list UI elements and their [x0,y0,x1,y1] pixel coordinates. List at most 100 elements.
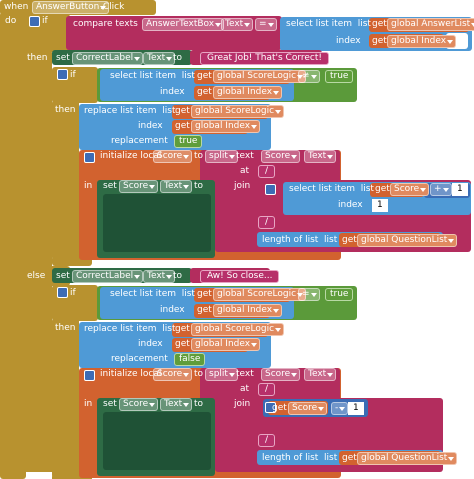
dropdown-field[interactable]: Text [160,398,193,411]
mutator-icon[interactable] [265,184,276,195]
dropdown-field[interactable]: CorrectLabel [72,270,144,283]
dropdown-field[interactable]: split [205,150,238,163]
block-label: get [197,87,212,97]
mutator-icon[interactable] [84,152,95,163]
block-label: set [56,53,70,63]
block-shape [52,100,79,260]
dropdown-field[interactable]: Text [304,368,337,381]
block-label: to [194,181,204,191]
block-label: Great Job! That's Correct! [200,52,329,65]
dropdown-field[interactable]: = [255,18,277,31]
dropdown-field[interactable]: global QuestionList [357,452,458,465]
dropdown-field[interactable]: Score [153,150,193,163]
block-shape [66,16,282,50]
block-label: text [236,369,254,379]
block-label: get [197,71,212,81]
dropdown-field[interactable]: ≠ [298,70,320,83]
block-label: to [194,369,204,379]
block-label: get [372,36,387,46]
dropdown-field[interactable]: global Index [191,338,261,351]
block-label: set [103,399,117,409]
block-label: to [173,271,183,281]
dropdown-field[interactable]: AnswerButton [32,1,110,14]
block-label: else [27,271,46,281]
dropdown-field[interactable]: global AnswerList [387,18,474,31]
dropdown-field[interactable]: Score [390,183,430,196]
block-label: get [342,235,357,245]
block-label: to [173,53,183,63]
mutator-icon[interactable] [57,287,68,298]
block-label: true [325,288,354,301]
dropdown-field[interactable]: - [331,402,349,415]
dropdown-field[interactable]: Score [119,180,159,193]
dropdown-field[interactable]: Text [304,150,337,163]
block-shape [52,474,92,479]
dropdown-field[interactable]: global Index [213,86,283,99]
dropdown-field[interactable]: global Index [387,35,457,48]
dropdown-field[interactable]: global QuestionList [357,234,458,247]
block-label: initialize local [100,369,162,379]
dropdown-field[interactable]: AnswerTextBox [142,18,225,31]
block-label: / [258,383,276,396]
block-label: at [240,166,250,176]
block-label: when [4,2,29,12]
mutator-icon[interactable] [29,16,40,27]
block-label: 1 [348,402,364,415]
block-label: at [240,384,250,394]
dropdown-field[interactable]: split [205,368,238,381]
block-label: set [103,181,117,191]
block-label: initialize local [100,151,162,161]
dropdown-field[interactable]: Score [119,398,159,411]
block-label: to [194,151,204,161]
dropdown-field[interactable]: global ScoreLogic [213,288,307,301]
dropdown-field[interactable]: global ScoreLogic [191,105,285,118]
block-label: in [84,181,93,191]
dropdown-field[interactable]: Text [143,270,176,283]
block-label: get [197,305,212,315]
mutator-icon[interactable] [84,370,95,381]
block-shape [52,268,192,283]
block-label: replacement [111,136,168,146]
block-label: length of list list [262,453,338,463]
dropdown-field[interactable]: CorrectLabel [72,52,144,65]
dropdown-field[interactable]: + [430,183,452,196]
dropdown-field[interactable]: Text [160,180,193,193]
block-label: get [175,106,190,116]
dropdown-field[interactable]: Score [288,402,328,415]
dropdown-field[interactable]: Text [143,52,176,65]
block-shape [103,412,211,470]
dropdown-field[interactable]: Score [261,368,301,381]
block-label: true [325,70,354,83]
block-shape [103,194,211,252]
dropdown-field[interactable]: global ScoreLogic [213,70,307,83]
dropdown-field[interactable]: global Index [213,304,283,317]
block-label: text [236,151,254,161]
dropdown-field[interactable]: = [298,288,320,301]
dropdown-field[interactable]: global Index [191,120,261,133]
dropdown-field[interactable]: Score [261,150,301,163]
mutator-icon[interactable] [265,402,276,413]
block-label: compare texts [73,19,138,29]
dropdown-field[interactable]: Score [153,368,193,381]
block-shape [52,318,79,478]
mutator-icon[interactable] [57,69,68,80]
block-label: get [342,453,357,463]
block-label: index [336,36,361,46]
dropdown-field[interactable]: global ScoreLogic [191,323,285,336]
block-label: 1 [372,199,388,212]
block-label: in [84,399,93,409]
block-label: if [70,70,76,80]
block-label: join [234,399,251,409]
block-label: replacement [111,354,168,364]
block-label: get [372,19,387,29]
block-label: get [272,403,287,413]
block-label: get [175,121,190,131]
block-label: index [138,121,163,131]
block-shape [0,12,26,479]
block-label: replace list item list [84,106,176,116]
block-label: select list item list [110,289,195,299]
dropdown-field[interactable]: Text [221,18,254,31]
block-label: get [375,184,390,194]
block-label: index [138,339,163,349]
